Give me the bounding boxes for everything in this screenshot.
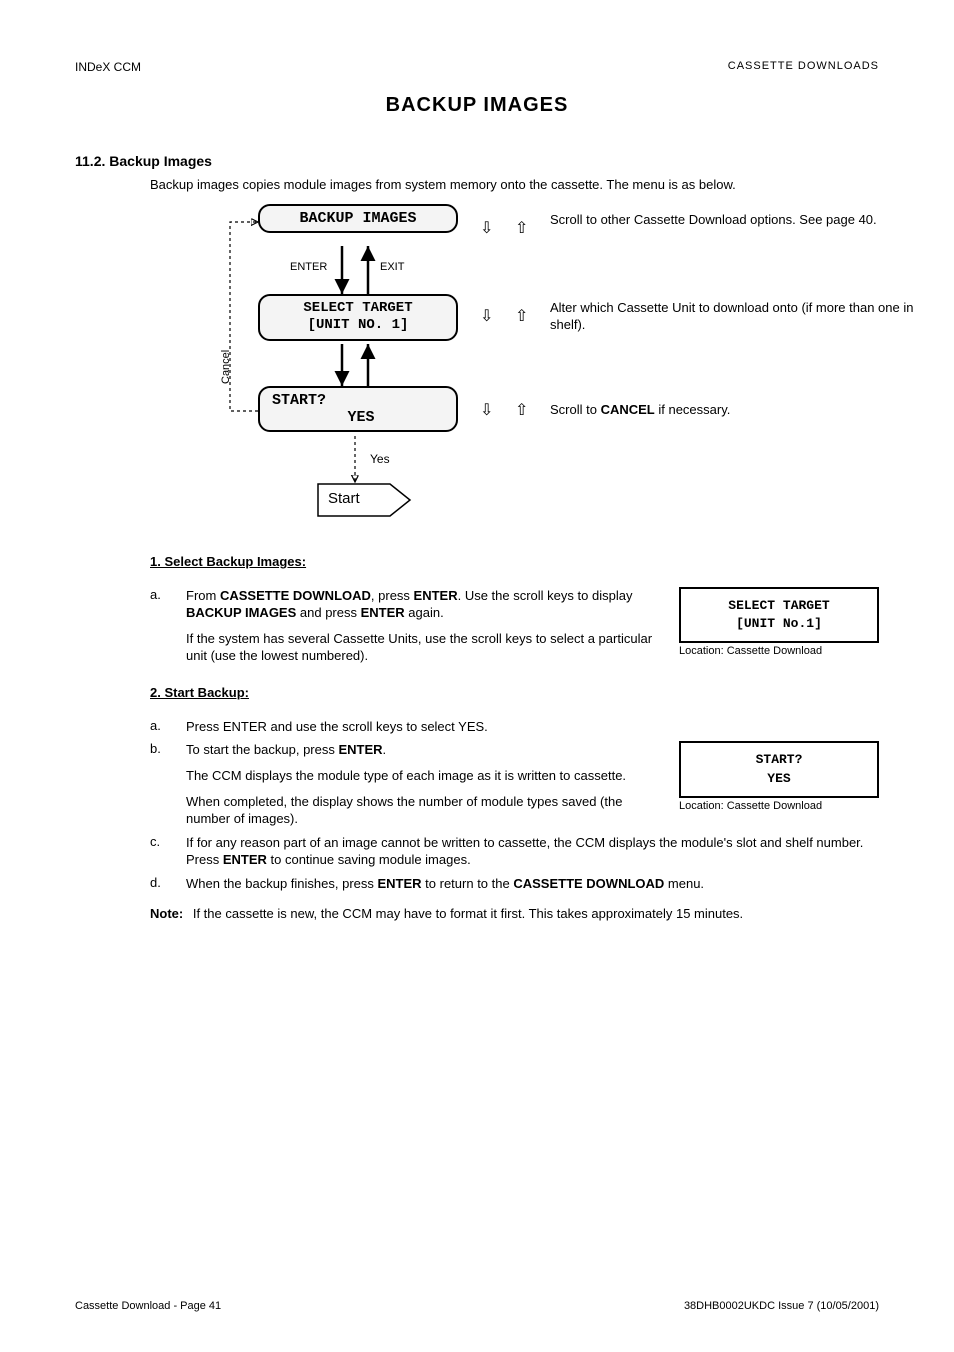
- right-text-2: Alter which Cassette Unit to download on…: [550, 300, 930, 334]
- location-label: Location: Cassette Download: [679, 645, 879, 657]
- step2c: c. If for any reason part of an image ca…: [150, 834, 879, 869]
- step2d: d. When the backup finishes, press ENTER…: [150, 875, 879, 893]
- step-text: To start the backup, press ENTER. The CC…: [186, 741, 663, 827]
- down-arrow-icon: ⇩: [480, 306, 493, 326]
- flowchart-svg: [150, 204, 870, 544]
- start-label: Start: [328, 490, 360, 507]
- exit-label: EXIT: [380, 261, 404, 273]
- step-text: From CASSETTE DOWNLOAD, press ENTER. Use…: [186, 587, 663, 665]
- lcd-wrap: START? YES Location: Cassette Download: [679, 741, 879, 811]
- down-arrow-icon: ⇩: [480, 400, 493, 420]
- step2-heading: 2. Start Backup:: [150, 685, 790, 702]
- location-label: Location: Cassette Download: [679, 800, 879, 812]
- step1-heading: 1. Select Backup Images:: [150, 554, 790, 571]
- flow-box-start: START? YES: [258, 386, 458, 432]
- page-title: BACKUP IMAGES: [75, 94, 879, 117]
- cancel-label: Cancel: [220, 350, 232, 384]
- lcd-box: START? YES: [679, 741, 879, 797]
- flowchart: BACKUP IMAGES ENTER EXIT SELECT TARGET […: [150, 204, 879, 544]
- step-num: c.: [150, 834, 170, 849]
- header: INDeX CCM CASSETTE DOWNLOADS: [75, 60, 879, 74]
- footer: Cassette Download - Page 41 38DHB0002UKD…: [75, 1300, 879, 1312]
- step-num: b.: [150, 741, 170, 756]
- step2a: a. Press ENTER and use the scroll keys t…: [150, 718, 879, 736]
- lcd-box: SELECT TARGET [UNIT No.1]: [679, 587, 879, 643]
- page: INDeX CCM CASSETTE DOWNLOADS BACKUP IMAG…: [0, 0, 954, 1352]
- note: Note: If the cassette is new, the CCM ma…: [150, 906, 790, 923]
- step1a: a. From CASSETTE DOWNLOAD, press ENTER. …: [150, 587, 879, 665]
- flow-box-select-l2: [UNIT NO. 1]: [266, 317, 450, 335]
- yes-label: Yes: [370, 452, 390, 466]
- lcd-wrap: SELECT TARGET [UNIT No.1] Location: Cass…: [679, 587, 879, 657]
- step-text: If for any reason part of an image canno…: [186, 834, 879, 869]
- enter-label: ENTER: [290, 261, 327, 273]
- up-arrow-icon: ⇧: [515, 306, 528, 326]
- right-text-3: Scroll to CANCEL if necessary.: [550, 402, 930, 419]
- right-text-1: Scroll to other Cassette Download option…: [550, 212, 930, 229]
- flow-box-select-l1: SELECT TARGET: [266, 300, 450, 318]
- up-arrow-icon: ⇧: [515, 218, 528, 238]
- down-arrow-icon: ⇩: [480, 218, 493, 238]
- footer-right: 38DHB0002UKDC Issue 7 (10/05/2001): [684, 1300, 879, 1312]
- flow-box-select: SELECT TARGET [UNIT NO. 1]: [258, 294, 458, 341]
- up-arrow-icon: ⇧: [515, 400, 528, 420]
- step-text: Press ENTER and use the scroll keys to s…: [186, 718, 663, 736]
- section-heading: 11.2. Backup Images: [75, 153, 879, 169]
- header-right: CASSETTE DOWNLOADS: [728, 60, 879, 74]
- step-num: d.: [150, 875, 170, 890]
- footer-left: Cassette Download - Page 41: [75, 1300, 221, 1312]
- flow-box-backup: BACKUP IMAGES: [258, 204, 458, 233]
- flow-box-start-l2: YES: [272, 409, 450, 426]
- step-num: a.: [150, 587, 170, 602]
- step-text: When the backup finishes, press ENTER to…: [186, 875, 879, 893]
- flow-box-start-l1: START?: [272, 392, 450, 409]
- header-left: INDeX CCM: [75, 60, 141, 74]
- intro-paragraph: Backup images copies module images from …: [150, 177, 790, 194]
- step-num: a.: [150, 718, 170, 733]
- step2b: b. To start the backup, press ENTER. The…: [150, 741, 879, 827]
